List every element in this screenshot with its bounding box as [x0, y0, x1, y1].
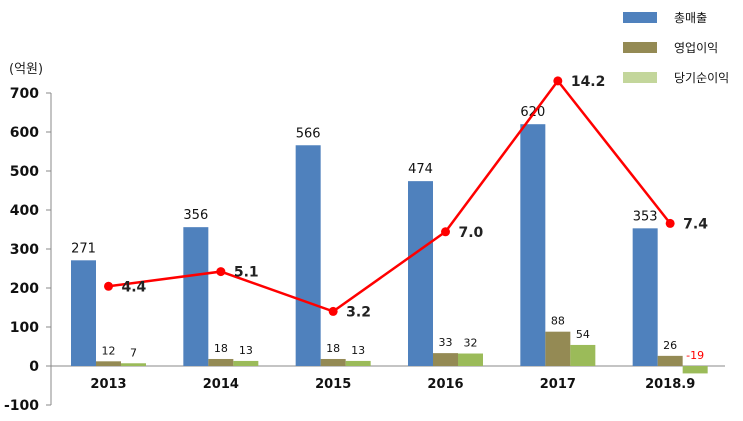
line-point: [665, 218, 675, 228]
bar: [433, 353, 458, 366]
y-tick-label: 700: [10, 86, 39, 102]
bar-data-label: 271: [71, 241, 96, 256]
line-point: [328, 306, 338, 316]
line-point: [441, 227, 450, 237]
bar-data-label: 33: [439, 336, 453, 349]
bar: [71, 260, 96, 366]
line-point: [216, 267, 226, 277]
y-tick-label: -100: [4, 398, 39, 414]
bar-data-label: 7: [130, 346, 137, 359]
bar: [458, 353, 483, 366]
y-tick-label: 200: [10, 281, 39, 297]
legend: 총매출 영업이익 당기순이익: [623, 8, 729, 98]
bar-data-label: 18: [326, 342, 340, 355]
line-data-label: 14.2: [571, 74, 606, 90]
bar: [520, 124, 546, 366]
legend-swatch-total-sales: [623, 12, 657, 23]
y-tick-label: 300: [10, 242, 39, 258]
bar: [208, 358, 234, 366]
line-data-label: 3.2: [346, 304, 371, 320]
bar: [570, 344, 596, 366]
bar-data-label: 88: [551, 315, 565, 328]
line-point: [553, 76, 563, 86]
y-tick-label: 500: [10, 164, 39, 180]
legend-label-operating-profit: 영업이익: [674, 41, 719, 55]
x-tick-label: 2017: [540, 377, 576, 392]
line-data-label: 7.0: [459, 225, 484, 241]
bar-data-label: 474: [408, 162, 433, 177]
y-tick-label: 600: [10, 125, 39, 141]
y-tick-label: 400: [10, 203, 39, 219]
legend-swatch-net-income: [623, 72, 657, 83]
line-data-label: 5.1: [234, 265, 259, 281]
bar: [632, 228, 658, 366]
bar: [183, 227, 209, 366]
x-tick-label: 2016: [427, 377, 463, 392]
bar-data-label: 13: [351, 344, 365, 357]
bar: [345, 360, 371, 366]
bar-data-label: 13: [239, 344, 253, 357]
bar: [96, 361, 121, 366]
legend-label-total-sales: 총매출: [674, 11, 708, 25]
bar: [233, 360, 259, 366]
bar-data-label: -19: [686, 349, 704, 362]
legend-item-net-income: 당기순이익: [623, 68, 729, 87]
bar: [320, 358, 346, 366]
line-series-path: [108, 78, 672, 313]
bar: [657, 355, 683, 366]
line-data-label: 4.4: [122, 279, 147, 295]
line-data-label: 7.4: [683, 216, 708, 232]
x-tick-label: 2015: [315, 377, 351, 392]
bar-data-label: 18: [214, 342, 228, 355]
bar: [295, 145, 321, 366]
y-tick-label: 100: [10, 320, 39, 336]
bar-data-label: 54: [576, 328, 590, 341]
bar-data-label: 353: [633, 209, 658, 224]
bar: [682, 366, 708, 374]
x-tick-label: 2018.9: [645, 377, 695, 392]
legend-label-net-income: 당기순이익: [674, 71, 730, 85]
bar: [121, 363, 146, 366]
bar-data-label: 32: [464, 337, 478, 350]
bar-data-label: 566: [296, 126, 321, 141]
y-axis-unit-label: (억원): [9, 62, 44, 77]
bar-data-label: 12: [102, 344, 116, 357]
bar-data-label: 356: [183, 208, 208, 223]
x-tick-label: 2014: [203, 377, 239, 392]
x-tick-label: 2013: [90, 377, 126, 392]
bar-data-label: 26: [663, 339, 677, 352]
line-point: [104, 281, 113, 291]
legend-item-total-sales: 총매출: [623, 8, 729, 27]
legend-item-operating-profit: 영업이익: [623, 38, 729, 57]
legend-swatch-operating-profit: [623, 42, 657, 53]
bar: [408, 181, 433, 366]
y-tick-label: 0: [29, 359, 39, 375]
bar: [545, 331, 571, 366]
